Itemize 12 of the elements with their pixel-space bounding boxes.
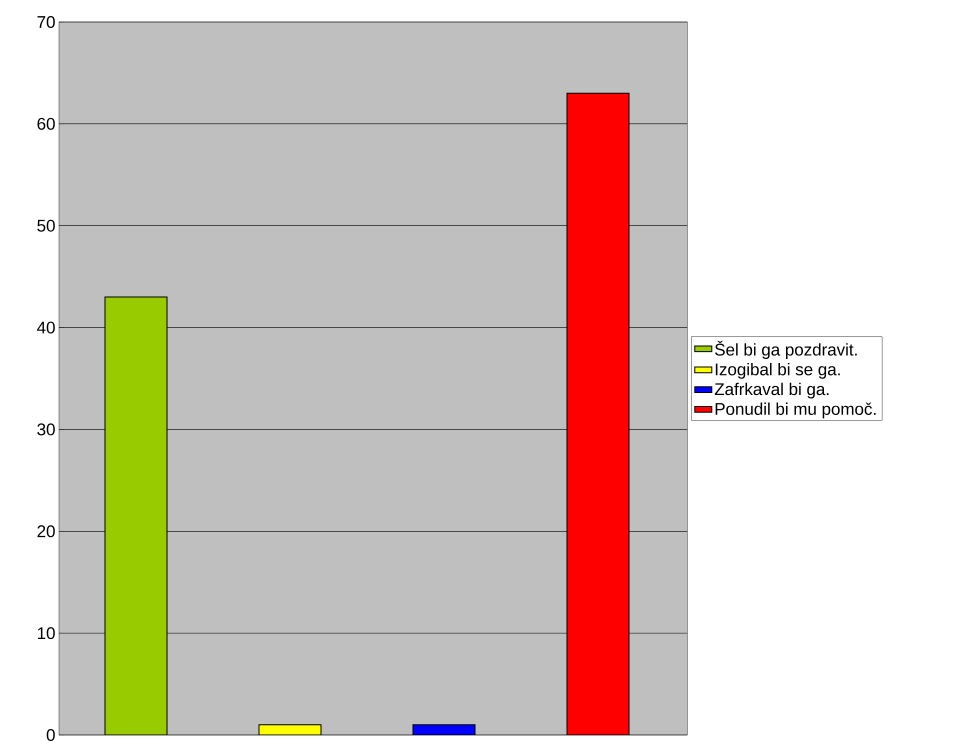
- legend-label: Šel bi ga pozdravit.: [715, 340, 857, 359]
- y-tick-label: 60: [38, 118, 55, 130]
- y-tick-label: 10: [38, 626, 55, 639]
- y-tick-label: 30: [37, 423, 55, 436]
- y-tick-label: 0: [46, 728, 55, 741]
- y-tick-label: 20: [38, 525, 55, 538]
- y-tick-label: 70: [38, 16, 55, 28]
- y-tick-label: 50: [37, 220, 55, 232]
- legend-label: Ponudil bi mu pomoč.: [716, 402, 876, 418]
- legend-label: Izogibal bi se ga.: [716, 362, 840, 379]
- y-tick-label: 40: [37, 321, 55, 334]
- legend-label: Zafrkaval bi ga.: [714, 382, 828, 398]
